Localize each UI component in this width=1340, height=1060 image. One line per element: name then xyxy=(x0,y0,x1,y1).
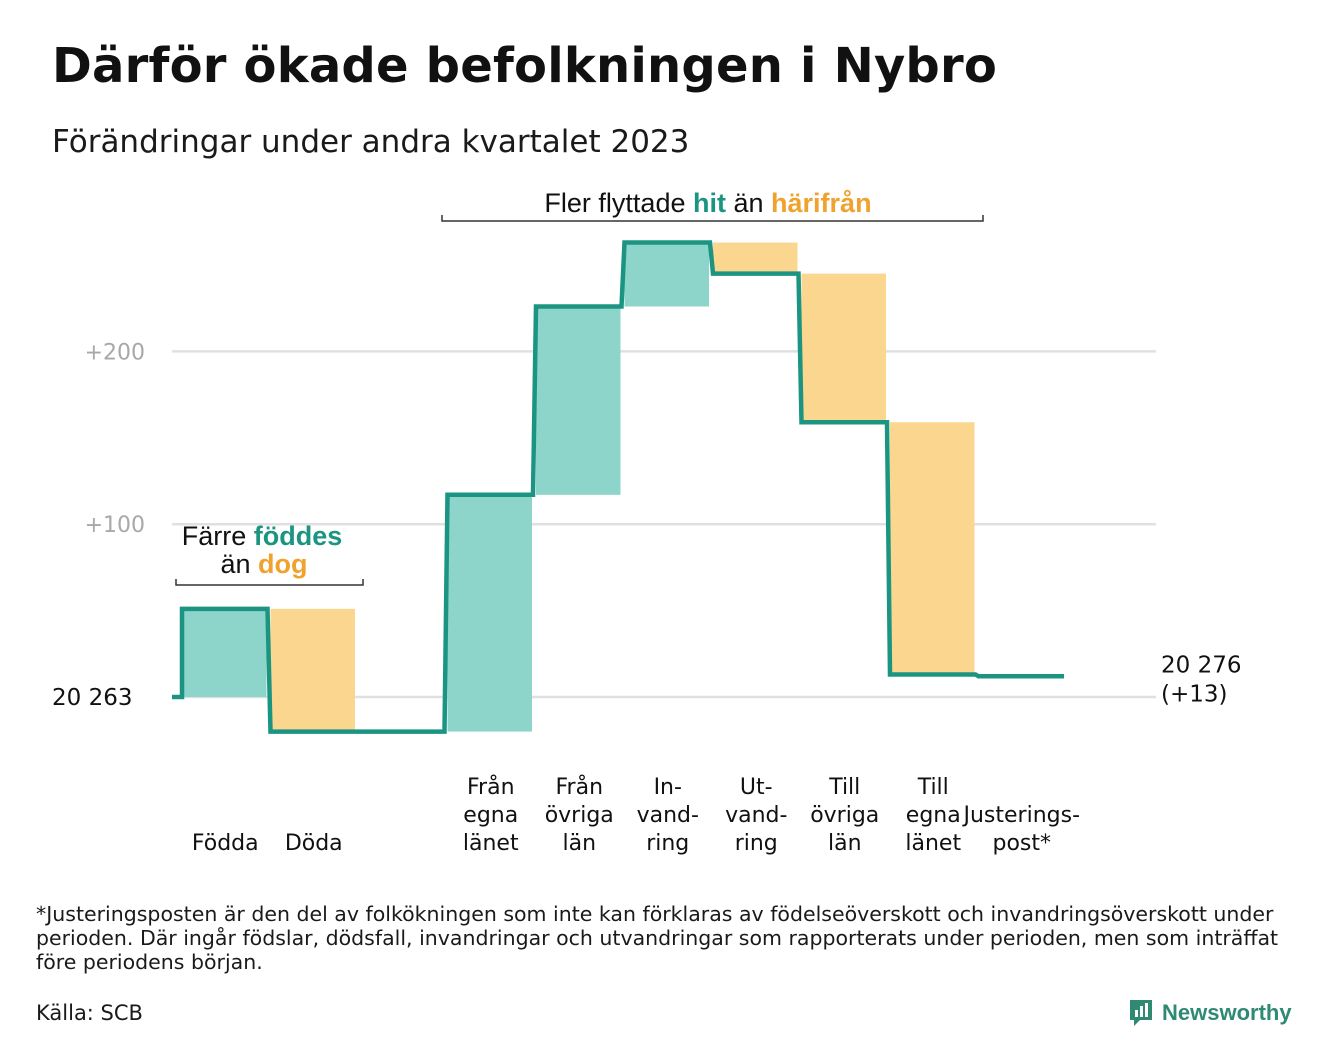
category-label: ring xyxy=(735,831,778,856)
decrease-bar xyxy=(713,242,798,274)
label-layer: +100 +200 20 263 Födda Döda Från egna länet Från… xyxy=(52,340,1241,856)
increase-bar xyxy=(182,608,267,697)
category-label: Justerings- xyxy=(961,803,1080,828)
end-value-label: 20 276 xyxy=(1161,652,1241,678)
chart-title: Därför ökade befolkningen i Nybro xyxy=(52,38,998,94)
category-label: vand- xyxy=(725,803,787,828)
bar-chart-icon xyxy=(1130,1000,1152,1026)
logo-text: Newsworthy xyxy=(1162,1000,1292,1025)
annotation-bracket xyxy=(441,215,984,222)
category-label: Till xyxy=(828,775,860,800)
line-layer xyxy=(172,240,1064,734)
increase-bar xyxy=(624,242,709,307)
category-label: Födda xyxy=(192,831,259,856)
decrease-bar xyxy=(270,608,355,732)
y-tick-label: +200 xyxy=(85,340,145,365)
decrease-bar xyxy=(801,273,886,423)
bar-layer xyxy=(182,242,975,732)
category-label: län xyxy=(562,831,596,856)
cumulative-step-line xyxy=(172,240,1064,734)
footnote: *Justeringsposten är den del av folkökni… xyxy=(36,902,1279,974)
category-label: länet xyxy=(905,831,961,856)
end-value-label: (+13) xyxy=(1161,681,1227,707)
newsworthy-logo: Newsworthy xyxy=(1128,998,1292,1028)
waterfall-chart: +100 +200 20 263 Födda Döda Från egna länet Från… xyxy=(52,188,1241,856)
y-tick-label: +100 xyxy=(85,513,145,538)
source-note: Källa: SCB xyxy=(36,1001,143,1025)
annotation-births-deaths-line2: än dog xyxy=(220,549,307,579)
category-label: Till xyxy=(917,775,949,800)
increase-bar xyxy=(536,306,621,495)
category-label: egna xyxy=(906,803,961,828)
category-label: övriga xyxy=(545,803,614,828)
decrease-bar xyxy=(890,422,975,675)
category-label: In- xyxy=(654,775,682,800)
category-label: vand- xyxy=(637,803,699,828)
annotation-migration: Fler flyttade hit än härifrån xyxy=(544,188,871,218)
start-value-label: 20 263 xyxy=(52,685,132,711)
chart-subtitle: Förändringar under andra kvartalet 2023 xyxy=(52,124,690,160)
category-label: post* xyxy=(992,831,1051,856)
category-label: Från xyxy=(555,774,603,800)
category-label: Ut- xyxy=(740,775,773,800)
annotation-births-deaths: Färre föddes xyxy=(182,521,343,551)
category-label: län xyxy=(828,831,862,856)
category-label: övriga xyxy=(810,803,879,828)
increase-bar xyxy=(447,494,532,732)
category-label: ring xyxy=(646,831,689,856)
category-label: Från xyxy=(467,774,515,800)
annotation-bracket xyxy=(175,579,364,586)
category-label: Döda xyxy=(285,831,343,856)
category-label: egna xyxy=(463,803,518,828)
category-label: länet xyxy=(463,831,519,856)
